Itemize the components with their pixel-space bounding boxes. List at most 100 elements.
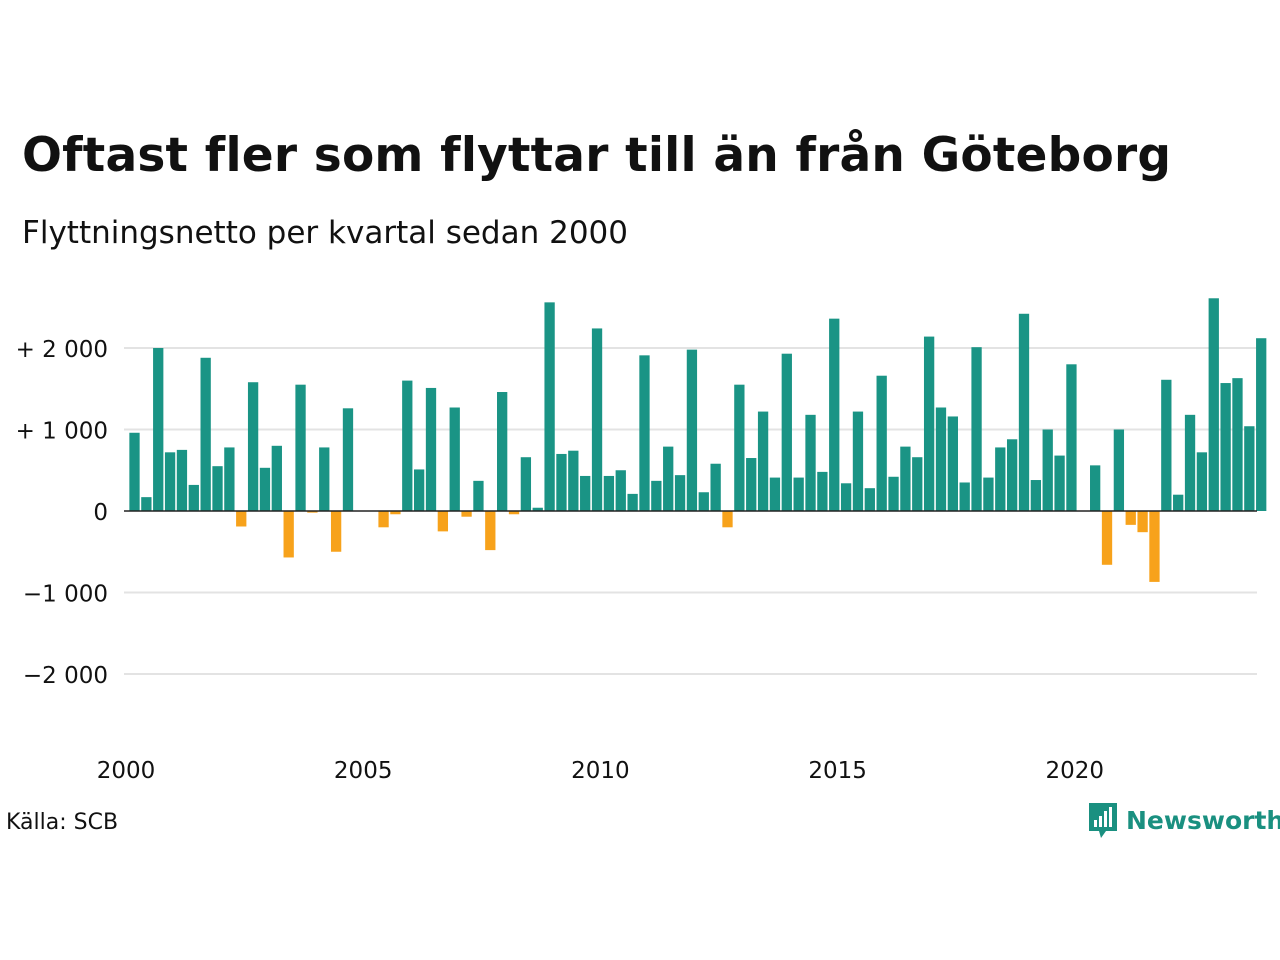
bar: [900, 446, 911, 511]
bar: [852, 411, 864, 511]
bar: [781, 353, 792, 511]
bar: [568, 450, 579, 511]
bar-chart-speech-bubble-icon: [1089, 803, 1117, 838]
chart-title: Oftast fler som flyttar till än från Göt…: [22, 128, 1172, 183]
bar: [307, 511, 318, 513]
bar: [283, 511, 294, 558]
x-tick-label: 2000: [97, 758, 156, 784]
bar: [236, 511, 247, 527]
bar: [1113, 429, 1125, 511]
bar: [497, 392, 508, 511]
bar: [746, 458, 757, 511]
bar: [1066, 364, 1077, 511]
bar: [473, 480, 484, 511]
bar: [141, 497, 152, 511]
bar: [425, 387, 437, 511]
bar: [485, 511, 496, 551]
bar: [449, 407, 460, 511]
bar: [805, 414, 816, 511]
bar: [627, 493, 638, 511]
bar: [580, 475, 591, 511]
bar: [188, 484, 199, 511]
bar: [971, 347, 982, 511]
bar: [1042, 429, 1053, 511]
bar: [390, 511, 401, 515]
bar: [224, 447, 235, 511]
bar: [1232, 378, 1243, 511]
y-tick-label: 0: [93, 500, 108, 526]
bar: [342, 408, 354, 511]
bar: [1090, 465, 1101, 511]
bar: [164, 452, 176, 511]
bar: [959, 482, 970, 511]
bar: [1244, 426, 1255, 511]
bar: [1149, 511, 1160, 582]
bar: [413, 469, 425, 511]
bar-chart: + 2 000 + 1 000 0 −1 000 −2 000 2000 2005 2010 2…: [16, 298, 1267, 784]
x-tick-label: 2020: [1046, 758, 1105, 784]
x-tick-label: 2010: [571, 758, 630, 784]
bar: [259, 467, 271, 511]
bar: [437, 511, 449, 532]
bar: [876, 375, 887, 511]
bar: [1256, 338, 1267, 511]
bar: [1173, 494, 1184, 511]
bar: [1137, 511, 1148, 533]
bar: [674, 475, 686, 511]
bar: [271, 445, 282, 511]
bar: [615, 470, 626, 511]
bar: [840, 483, 852, 511]
bar: [556, 453, 567, 511]
bar: [722, 511, 733, 528]
x-tick-label: 2015: [808, 758, 867, 784]
axes: + 2 000 + 1 000 0 −1 000 −2 000 2000 2005 2010 2…: [16, 337, 1257, 784]
y-tick-label: + 2 000: [16, 337, 108, 363]
y-tick-label: −2 000: [23, 663, 108, 689]
bar: [508, 511, 520, 515]
bar: [1196, 452, 1208, 511]
bar: [1184, 414, 1196, 511]
bar: [864, 488, 875, 511]
bar: [1030, 480, 1042, 511]
bar: [686, 349, 698, 511]
bar: [995, 447, 1006, 511]
bar: [603, 475, 615, 511]
bars: [129, 298, 1267, 582]
bar: [1161, 379, 1172, 511]
bar: [829, 318, 840, 511]
bar: [923, 336, 935, 511]
bar: [319, 447, 330, 511]
bar: [176, 449, 188, 512]
bar: [947, 416, 958, 511]
bar: [200, 357, 211, 511]
bar: [1054, 455, 1065, 511]
bar: [295, 384, 306, 511]
bar: [461, 511, 472, 517]
y-tick-label: + 1 000: [16, 419, 108, 445]
bar: [1018, 313, 1030, 511]
bar: [402, 380, 413, 511]
x-tick-label: 2005: [334, 758, 393, 784]
bar: [1125, 511, 1136, 525]
bar: [1006, 439, 1018, 511]
brand-logo[interactable]: Newsworthy: [1086, 800, 1280, 840]
bar: [129, 432, 140, 511]
bar: [639, 355, 650, 511]
bar: [330, 511, 342, 552]
brand-name: Newsworthy: [1126, 805, 1280, 835]
bar: [1220, 383, 1231, 511]
bar: [591, 328, 603, 511]
bar: [793, 477, 804, 511]
bar: [888, 476, 899, 511]
bar: [378, 511, 389, 528]
bar: [734, 384, 745, 511]
bar: [544, 302, 555, 511]
bar: [912, 457, 923, 511]
bar: [698, 492, 709, 511]
bar: [817, 471, 828, 511]
chart-subtitle: Flyttningsnetto per kvartal sedan 2000: [22, 215, 628, 251]
bar: [532, 507, 543, 511]
bar: [663, 446, 674, 511]
y-tick-label: −1 000: [23, 582, 108, 608]
bar: [247, 382, 259, 511]
